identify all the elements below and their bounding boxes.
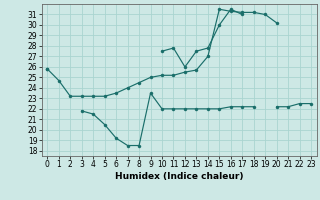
X-axis label: Humidex (Indice chaleur): Humidex (Indice chaleur) <box>115 172 244 181</box>
